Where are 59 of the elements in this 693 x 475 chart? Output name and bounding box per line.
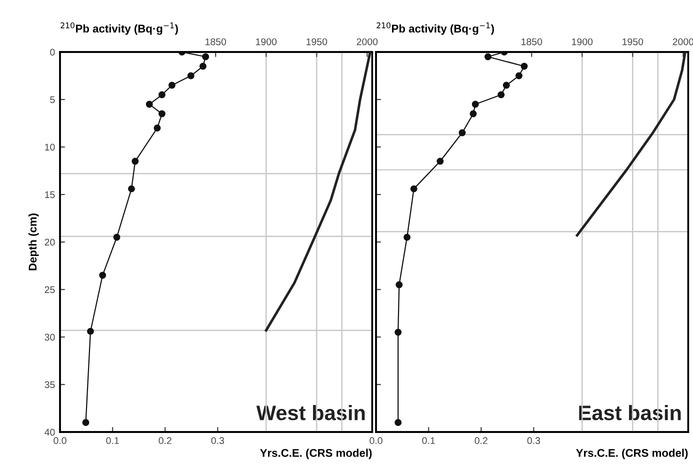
point: [87, 328, 94, 335]
point: [99, 272, 106, 279]
x-tick-label: 0.3: [527, 437, 540, 444]
x2-axis-title: $^{210}$Pb activity (Bq·g$^{−1}$): [60, 22, 178, 35]
point: [168, 82, 176, 89]
point: [394, 328, 402, 336]
x-tick-label: 0.3: [211, 437, 224, 444]
x-axis-title: Yrs.C.E. (CRS model): [260, 448, 372, 460]
point: [202, 53, 210, 60]
x2-tick-label: 1900: [572, 38, 593, 46]
point: [484, 53, 492, 60]
x2-tick-label: 1950: [306, 38, 328, 46]
point: [502, 82, 510, 89]
y-tick-label: 40: [44, 428, 55, 436]
point: [396, 281, 403, 288]
point: [158, 91, 166, 98]
y-tick-label: 0: [50, 48, 55, 56]
y-axis-title: Depth (cm): [28, 214, 39, 270]
x-tick-label: 0.1: [422, 437, 435, 444]
point: [154, 124, 161, 132]
point: [520, 62, 528, 70]
point: [472, 100, 479, 108]
x-tick-label: 0.0: [370, 437, 382, 444]
point: [516, 72, 522, 80]
point: [82, 419, 90, 426]
y-tick-label: 15: [45, 191, 55, 198]
x2-tick-label: 1850: [522, 38, 542, 46]
point: [128, 185, 135, 192]
point: [187, 72, 194, 80]
point: [113, 234, 120, 241]
x-tick-label: 0.1: [106, 437, 119, 444]
point: [146, 100, 153, 108]
y-tick-label: 35: [44, 381, 55, 388]
y-tick-label: 25: [44, 286, 55, 294]
x-tick-label: 0.0: [54, 437, 66, 444]
y-tick-label: 30: [44, 334, 55, 341]
y-tick-label: 5: [50, 96, 55, 104]
x2-tick-label: 2000: [356, 38, 378, 46]
y-tick-label: 20: [44, 238, 55, 246]
x-tick-label: 0.2: [158, 437, 172, 444]
y-tick-label: 10: [45, 144, 55, 151]
point: [410, 185, 418, 192]
point: [436, 158, 444, 165]
annotation: West basin: [256, 404, 365, 420]
point: [200, 62, 206, 70]
x2-tick-label: 1950: [622, 38, 644, 46]
x2-tick-label: 1850: [206, 38, 226, 46]
x2-axis-title: $^{210}$Pb activity (Bq·g$^{−1}$): [376, 22, 494, 35]
x-tick-label: 0.2: [474, 437, 488, 444]
point: [132, 158, 139, 165]
point: [470, 110, 477, 118]
point: [498, 91, 505, 98]
point: [458, 129, 466, 136]
x-axis-title: Yrs.C.E. (CRS model): [576, 448, 688, 460]
point: [158, 110, 166, 118]
point: [394, 419, 402, 426]
annotation: East basin: [579, 404, 681, 420]
x2-tick-label: 1900: [256, 38, 277, 46]
point: [404, 234, 411, 241]
